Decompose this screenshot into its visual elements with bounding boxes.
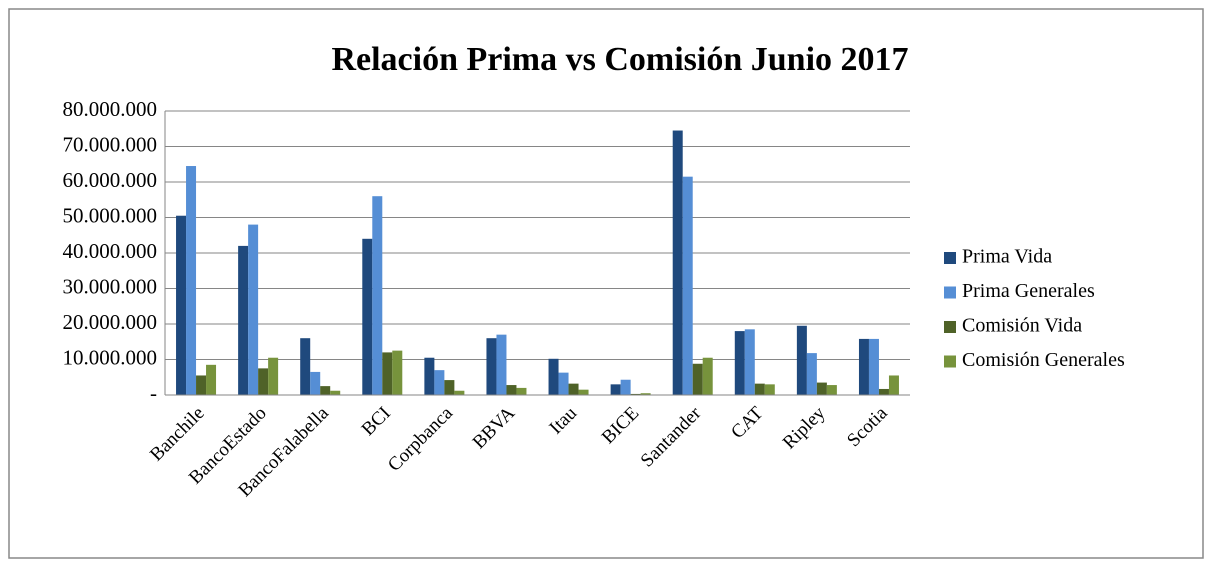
bar bbox=[362, 238, 373, 395]
bar bbox=[578, 389, 589, 395]
y-tick-label: 30.000.000 bbox=[63, 274, 158, 298]
y-tick-label: 40.000.000 bbox=[63, 239, 158, 263]
bar bbox=[888, 375, 899, 395]
bar bbox=[744, 329, 755, 395]
bar bbox=[764, 384, 775, 395]
bar bbox=[310, 371, 321, 395]
bar bbox=[630, 393, 641, 395]
bar bbox=[754, 383, 765, 395]
bar bbox=[206, 364, 217, 395]
legend-swatch bbox=[944, 286, 956, 299]
bar bbox=[424, 357, 435, 395]
bar bbox=[372, 196, 383, 395]
y-tick-label: 60.000.000 bbox=[63, 168, 158, 192]
y-tick-label: 20.000.000 bbox=[63, 310, 158, 334]
legend-swatch bbox=[944, 355, 956, 368]
legend-label: Prima Vida bbox=[962, 246, 1052, 268]
bar bbox=[640, 393, 651, 395]
legend-swatch bbox=[944, 321, 956, 333]
bar bbox=[702, 357, 713, 395]
bar bbox=[268, 357, 279, 395]
bar bbox=[734, 331, 745, 395]
legend-label: Comisión Vida bbox=[962, 315, 1082, 337]
bar bbox=[382, 352, 393, 395]
y-tick-label: 70.000.000 bbox=[63, 132, 158, 156]
bar bbox=[300, 338, 311, 395]
bar bbox=[258, 368, 269, 395]
y-tick-label: 80.000.000 bbox=[63, 97, 158, 121]
bar bbox=[330, 390, 341, 395]
bar bbox=[434, 370, 445, 395]
bar bbox=[486, 338, 497, 395]
legend-label: Prima Generales bbox=[962, 280, 1095, 302]
bar bbox=[392, 350, 403, 395]
y-tick-label: 10.000.000 bbox=[63, 345, 158, 369]
chart-border bbox=[8, 8, 1204, 559]
bar bbox=[796, 325, 807, 395]
bar bbox=[186, 166, 197, 395]
bar bbox=[558, 372, 569, 395]
bar bbox=[858, 338, 869, 395]
bar bbox=[620, 379, 631, 395]
bar bbox=[826, 385, 837, 395]
legend-swatch bbox=[944, 252, 956, 264]
bar bbox=[320, 386, 331, 395]
bar bbox=[248, 224, 259, 395]
bar bbox=[444, 380, 455, 395]
bar bbox=[610, 384, 621, 395]
bar bbox=[878, 388, 889, 395]
bar bbox=[682, 176, 693, 395]
bar bbox=[672, 130, 683, 395]
y-tick-label: - bbox=[150, 381, 157, 405]
bar bbox=[196, 375, 207, 395]
bar bbox=[516, 387, 527, 395]
bar bbox=[868, 338, 879, 395]
bar bbox=[238, 245, 249, 395]
bar bbox=[548, 358, 559, 395]
bar bbox=[454, 390, 465, 395]
chart-title: Relación Prima vs Comisión Junio 2017 bbox=[331, 41, 908, 78]
bar bbox=[692, 363, 703, 395]
bar bbox=[816, 382, 827, 395]
legend-label: Comisión Generales bbox=[962, 349, 1125, 371]
y-tick-label: 50.000.000 bbox=[63, 203, 158, 227]
bar bbox=[568, 383, 579, 395]
bar bbox=[806, 353, 817, 395]
bar bbox=[176, 215, 187, 395]
bar bbox=[496, 334, 507, 395]
bar bbox=[506, 385, 517, 395]
